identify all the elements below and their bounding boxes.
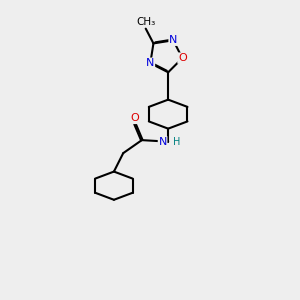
- Text: CH₃: CH₃: [136, 17, 155, 27]
- Text: O: O: [178, 53, 187, 63]
- Text: H: H: [173, 137, 181, 147]
- Text: N: N: [146, 58, 154, 68]
- Text: N: N: [169, 35, 177, 45]
- Text: O: O: [130, 113, 140, 123]
- Text: N: N: [158, 137, 167, 147]
